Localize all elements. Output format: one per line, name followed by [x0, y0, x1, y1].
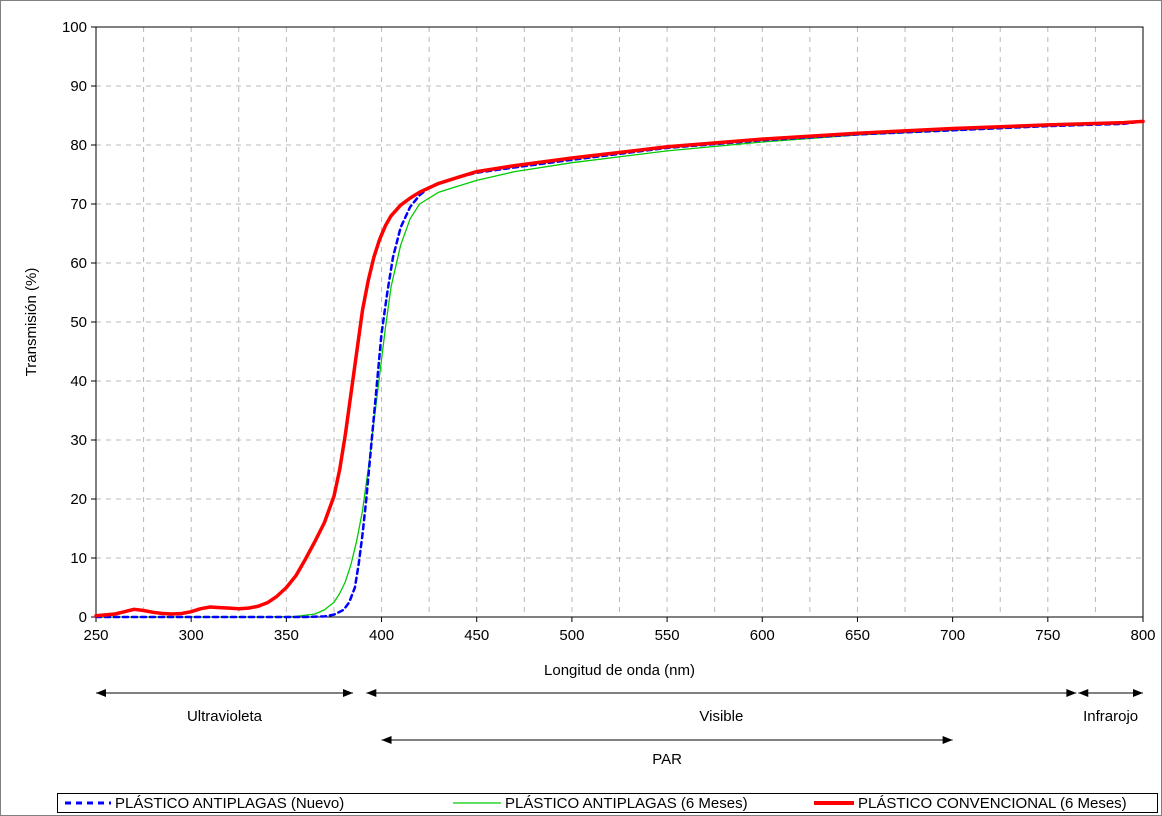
legend-label-2: PLÁSTICO CONVENCIONAL (6 Meses): [858, 794, 1127, 812]
legend-item-1: PLÁSTICO ANTIPLAGAS (6 Meses): [453, 794, 748, 812]
band-arrow-1: [366, 689, 1077, 697]
y-axis-label: Transmisión (%): [23, 268, 40, 377]
x-tick-label: 600: [750, 627, 775, 644]
band-arrow-head-left: [1078, 689, 1089, 697]
y-tick-label: 80: [70, 137, 87, 154]
x-tick-label: 700: [940, 627, 965, 644]
legend-swatch-2: [814, 801, 854, 805]
band-arrow-head-left: [366, 689, 377, 697]
y-tick-label: 10: [70, 550, 87, 567]
x-tick-label: 750: [1035, 627, 1060, 644]
band-arrow-3: [381, 736, 953, 744]
x-tick-label: 800: [1130, 627, 1155, 644]
x-tick-label: 450: [464, 627, 489, 644]
grid: [96, 27, 1143, 617]
x-tick-label: 250: [83, 627, 108, 644]
legend-item-2: PLÁSTICO CONVENCIONAL (6 Meses): [814, 794, 1127, 812]
legend-label-1: PLÁSTICO ANTIPLAGAS (6 Meses): [505, 794, 748, 812]
x-tick-label: 500: [559, 627, 584, 644]
band-arrow-2: [1078, 689, 1143, 697]
band-arrow-head-left: [96, 689, 106, 697]
chart-svg: 250 300 350 400 450 500 550 600 650 700 750 800 0 10 2…: [23, 19, 1156, 768]
y-tick-label: 40: [70, 373, 87, 390]
band-arrow-head-left: [381, 736, 392, 744]
band-label-3: PAR: [652, 751, 682, 768]
band-arrow-head-right: [342, 689, 353, 697]
series-line-2: [94, 119, 1145, 618]
x-tick-label: 400: [369, 627, 394, 644]
x-tick-label: 350: [274, 627, 299, 644]
band-arrow-head-right: [942, 736, 953, 744]
band-arrow-0: [96, 689, 353, 697]
series-line-1: [95, 120, 1144, 618]
band-label-1: Visible: [699, 708, 743, 725]
x-tick-label: 650: [845, 627, 870, 644]
band-arrow-head-right: [1066, 689, 1077, 697]
legend-item-0: PLÁSTICO ANTIPLAGAS (Nuevo): [63, 794, 344, 812]
x-tick-label: 300: [179, 627, 204, 644]
spectrum-bands: Ultravioleta Visible Infrarojo PAR: [96, 689, 1143, 768]
y-tick-label: 100: [62, 19, 87, 36]
x-axis-label: Longitud de onda (nm): [544, 662, 695, 679]
legend: PLÁSTICO ANTIPLAGAS (Nuevo) PLÁSTICO ANT…: [57, 793, 1158, 813]
y-tick-label: 50: [70, 314, 87, 331]
y-tick-label: 60: [70, 255, 87, 272]
series: [94, 119, 1145, 619]
y-tick-label: 70: [70, 196, 87, 213]
y-tick-label: 90: [70, 78, 87, 95]
legend-swatch-1: [453, 802, 501, 804]
axis-ticks: 250 300 350 400 450 500 550 600 650 700 750 800 0 10 2…: [62, 19, 1156, 644]
legend-label-0: PLÁSTICO ANTIPLAGAS (Nuevo): [115, 794, 345, 812]
band-label-0: Ultravioleta: [187, 708, 263, 725]
y-tick-label: 30: [70, 432, 87, 449]
y-tick-label: 0: [79, 609, 87, 626]
legend-swatch-0: [65, 801, 111, 805]
y-tick-label: 20: [70, 491, 87, 508]
x-tick-label: 550: [655, 627, 680, 644]
band-label-2: Infrarojo: [1083, 708, 1138, 725]
band-arrow-head-right: [1133, 689, 1143, 697]
